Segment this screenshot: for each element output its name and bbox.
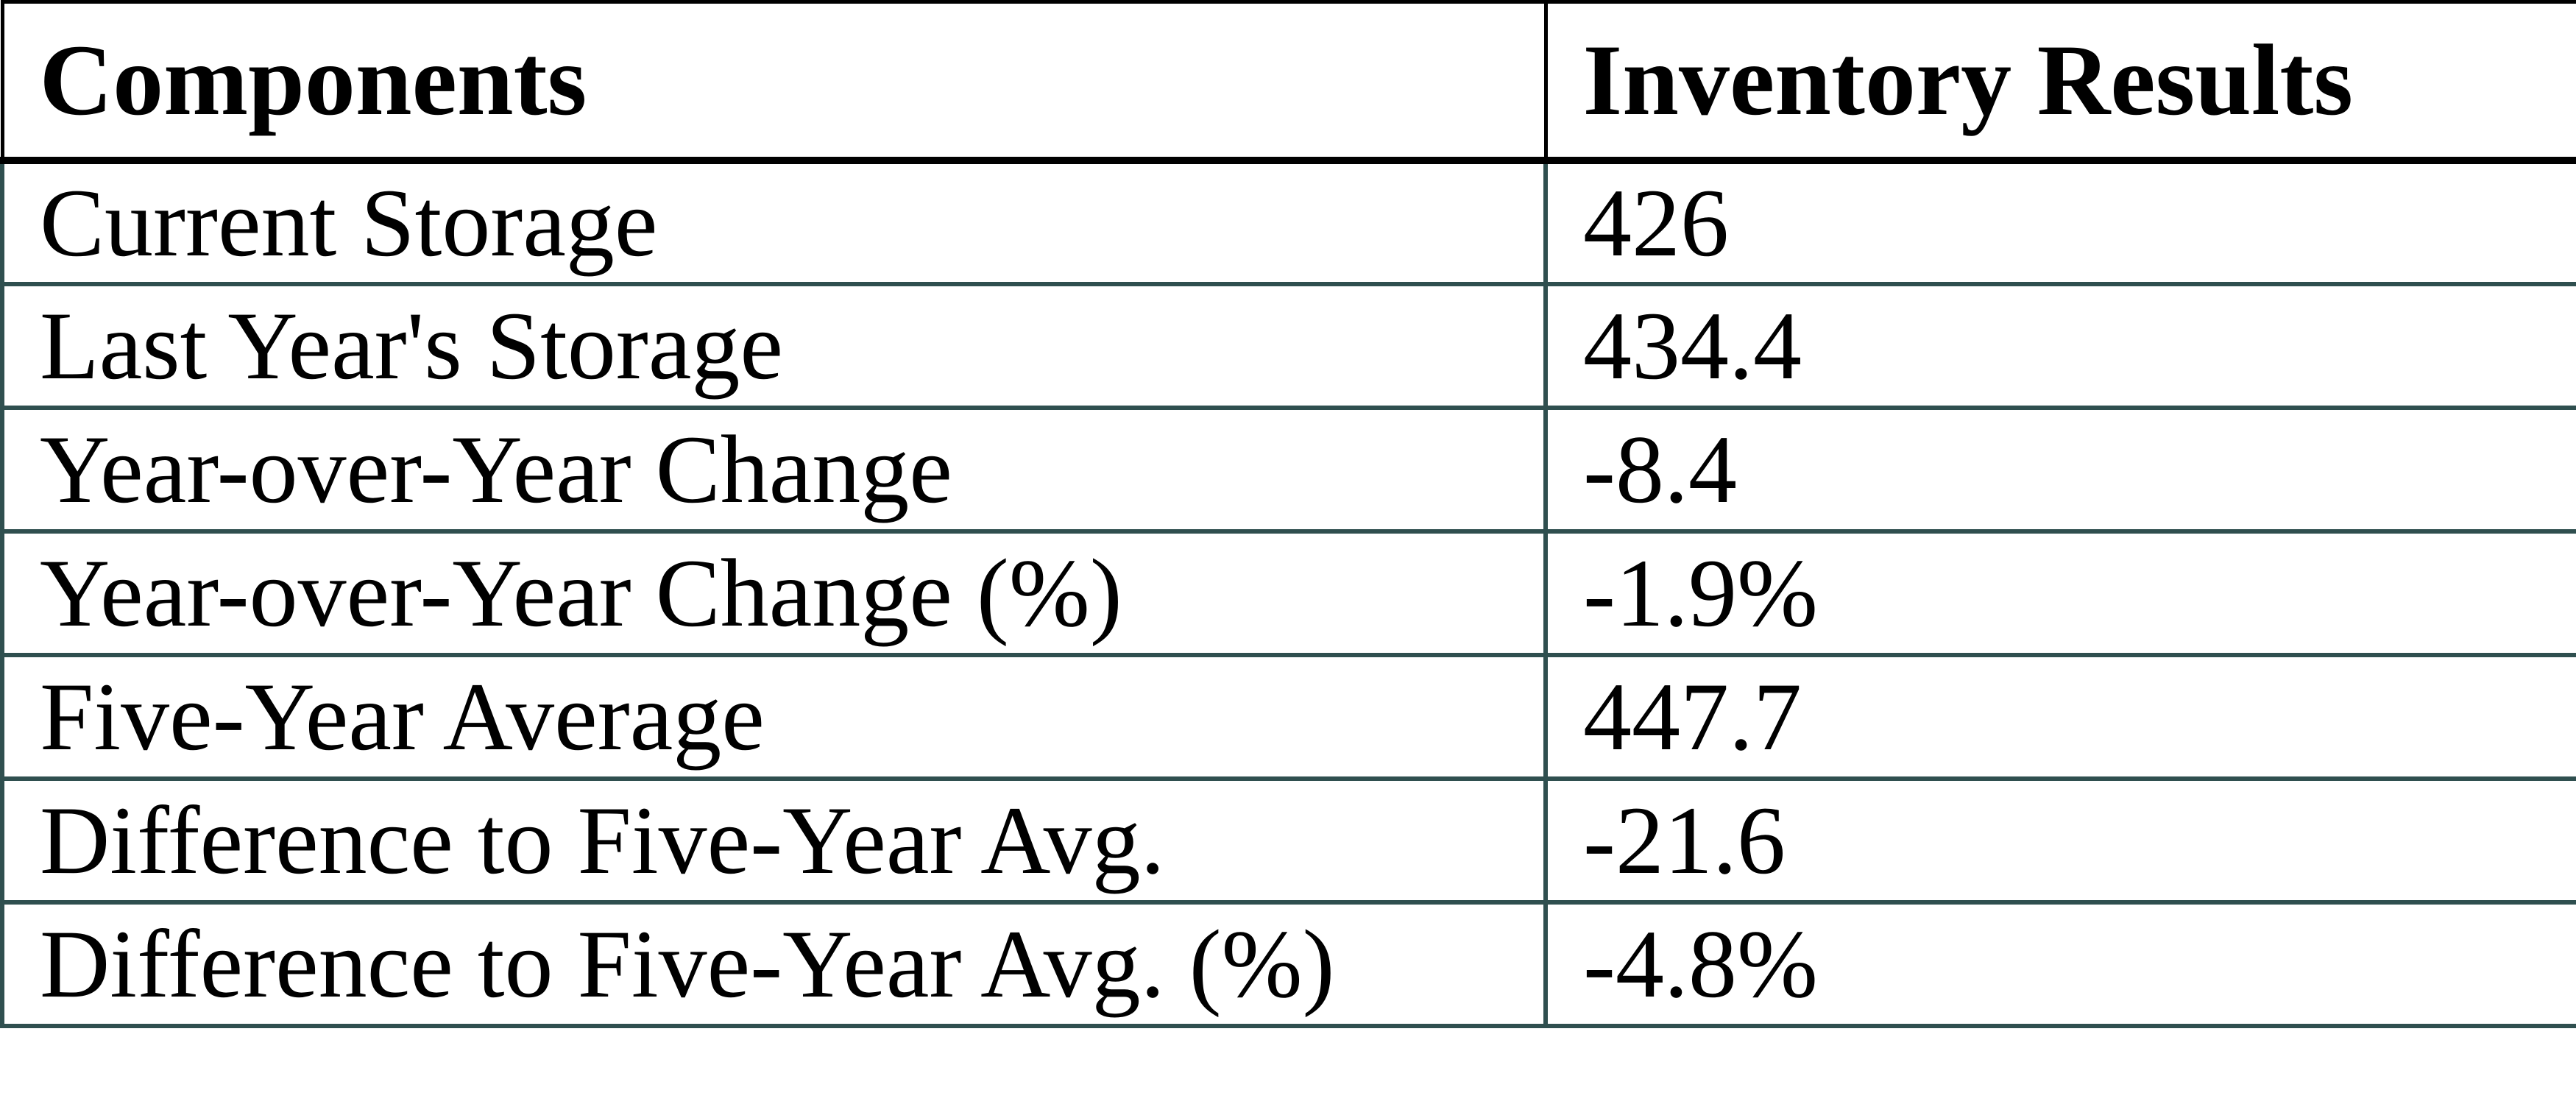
row-value: -8.4 xyxy=(1543,405,2576,534)
table-row: Year-over-Year Change -8.4 xyxy=(0,405,2576,534)
row-label: Difference to Five-Year Avg. (%) xyxy=(0,899,1548,1028)
table-row: Current Storage 426 xyxy=(0,158,2576,286)
row-value: 426 xyxy=(1543,158,2576,286)
row-label: Last Year's Storage xyxy=(0,281,1548,410)
row-label: Five-Year Average xyxy=(0,652,1548,781)
row-label: Year-over-Year Change (%) xyxy=(0,528,1548,657)
inventory-results-table: Components Inventory Results Current Sto… xyxy=(0,0,2576,1028)
table-row: Year-over-Year Change (%) -1.9% xyxy=(0,528,2576,657)
row-label: Current Storage xyxy=(0,158,1548,286)
table-row: Difference to Five-Year Avg. (%) -4.8% xyxy=(0,899,2576,1028)
row-value: 434.4 xyxy=(1543,281,2576,410)
row-label: Year-over-Year Change xyxy=(0,405,1548,534)
column-header-inventory-results: Inventory Results xyxy=(1543,0,2576,164)
table-row: Difference to Five-Year Avg. -21.6 xyxy=(0,776,2576,905)
row-value: -4.8% xyxy=(1543,899,2576,1028)
row-value: 447.7 xyxy=(1543,652,2576,781)
row-value: -1.9% xyxy=(1543,528,2576,657)
table-row: Last Year's Storage 434.4 xyxy=(0,281,2576,410)
table-row: Five-Year Average 447.7 xyxy=(0,652,2576,781)
row-label: Difference to Five-Year Avg. xyxy=(0,776,1548,905)
column-header-components: Components xyxy=(0,0,1548,164)
row-value: -21.6 xyxy=(1543,776,2576,905)
header-row: Components Inventory Results xyxy=(0,0,2576,164)
